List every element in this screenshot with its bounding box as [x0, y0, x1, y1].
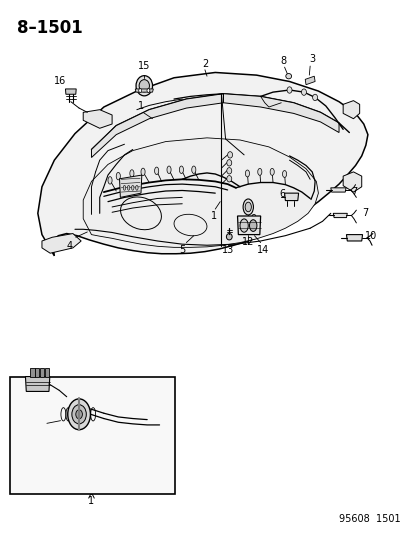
Ellipse shape [138, 88, 141, 92]
Ellipse shape [147, 88, 150, 92]
Polygon shape [42, 233, 81, 253]
Ellipse shape [136, 76, 152, 96]
Bar [40, 368, 44, 376]
Polygon shape [330, 188, 345, 192]
Ellipse shape [116, 172, 120, 180]
Ellipse shape [131, 185, 134, 190]
Bar [30, 368, 34, 376]
Polygon shape [342, 101, 359, 119]
Polygon shape [304, 76, 314, 85]
Text: 3: 3 [309, 54, 315, 64]
Polygon shape [38, 72, 367, 256]
Text: 1: 1 [88, 496, 94, 506]
Ellipse shape [226, 160, 231, 166]
Ellipse shape [242, 199, 253, 215]
Ellipse shape [227, 152, 232, 158]
Text: 12: 12 [242, 237, 254, 247]
Ellipse shape [226, 175, 231, 182]
Ellipse shape [285, 74, 291, 79]
Ellipse shape [76, 410, 82, 419]
Ellipse shape [282, 171, 286, 177]
Ellipse shape [135, 185, 138, 190]
Ellipse shape [179, 166, 183, 173]
Text: 13: 13 [222, 245, 234, 255]
Ellipse shape [141, 168, 145, 175]
Polygon shape [25, 376, 50, 391]
Bar [45, 368, 49, 376]
Text: 7: 7 [351, 187, 357, 197]
Polygon shape [346, 235, 362, 241]
Text: 1: 1 [211, 211, 217, 221]
Ellipse shape [154, 167, 158, 174]
Text: 2: 2 [201, 59, 208, 69]
Text: 10: 10 [364, 231, 376, 241]
Ellipse shape [245, 170, 249, 177]
Ellipse shape [130, 169, 134, 177]
Ellipse shape [244, 202, 251, 212]
Polygon shape [65, 89, 76, 94]
Ellipse shape [166, 166, 171, 173]
Ellipse shape [226, 233, 232, 240]
Text: 8–1501: 8–1501 [17, 19, 83, 37]
Polygon shape [223, 94, 338, 133]
Ellipse shape [108, 176, 112, 184]
Ellipse shape [72, 405, 86, 424]
Polygon shape [284, 193, 298, 200]
Polygon shape [83, 110, 112, 128]
Ellipse shape [312, 94, 317, 101]
Polygon shape [332, 213, 347, 217]
Ellipse shape [269, 168, 273, 175]
Polygon shape [135, 89, 153, 92]
Ellipse shape [249, 220, 256, 231]
Polygon shape [342, 172, 361, 192]
Text: 95608  1501: 95608 1501 [339, 514, 400, 524]
Text: 15: 15 [138, 61, 150, 71]
Ellipse shape [139, 79, 149, 92]
Ellipse shape [286, 87, 291, 93]
Bar [35, 368, 39, 376]
Polygon shape [91, 94, 223, 158]
Ellipse shape [68, 399, 90, 430]
Ellipse shape [123, 185, 126, 190]
Ellipse shape [301, 89, 306, 95]
Polygon shape [119, 175, 142, 197]
Ellipse shape [226, 167, 231, 174]
Ellipse shape [240, 219, 248, 232]
Text: 8: 8 [280, 55, 286, 66]
Text: 14: 14 [256, 245, 268, 255]
Bar [10, 377, 174, 494]
Text: 16: 16 [54, 76, 66, 86]
Ellipse shape [127, 185, 130, 190]
Text: 5: 5 [179, 245, 185, 255]
Ellipse shape [191, 166, 195, 173]
Polygon shape [83, 138, 318, 247]
Polygon shape [237, 216, 260, 235]
Text: 1: 1 [138, 101, 144, 111]
Text: 9: 9 [249, 214, 256, 224]
Text: 6: 6 [278, 189, 285, 199]
Text: 4: 4 [67, 241, 73, 251]
Text: 7: 7 [361, 208, 367, 219]
Ellipse shape [257, 168, 261, 175]
Text: 11: 11 [33, 418, 45, 429]
